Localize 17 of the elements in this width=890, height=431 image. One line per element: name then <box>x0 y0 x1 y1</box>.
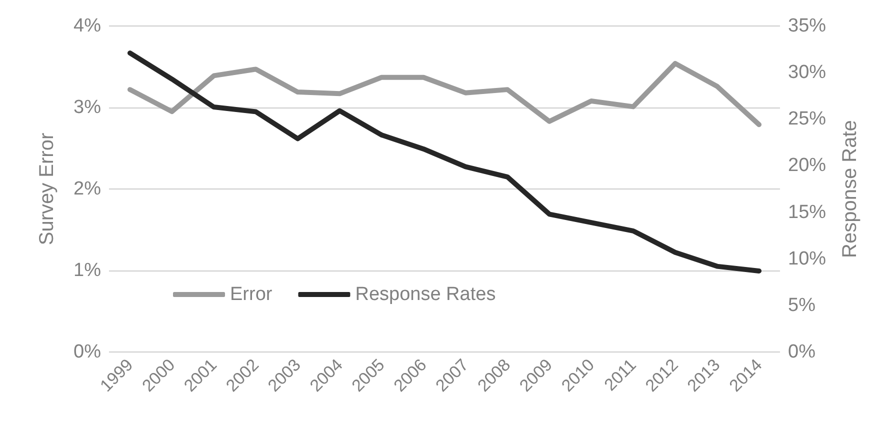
legend-label: Response Rates <box>355 284 496 305</box>
y2-tick-label: 0% <box>788 342 816 362</box>
y-tick-label: 2% <box>74 178 102 200</box>
y2-tick-label: 20% <box>788 155 826 176</box>
y2-tick-label: 25% <box>788 108 826 130</box>
y2-tick-label: 5% <box>788 294 816 316</box>
y-axis-title: Survey Error <box>36 132 58 246</box>
y2-tick-label: 10% <box>788 248 826 270</box>
y2-tick-label: 35% <box>788 16 826 36</box>
y2-axis-title: Response Rate <box>839 120 861 258</box>
y-tick-label: 4% <box>74 16 102 36</box>
y-tick-label: 3% <box>74 97 102 118</box>
y-tick-label: 0% <box>74 342 102 362</box>
y2-tick-label: 15% <box>788 202 826 223</box>
y-tick-label: 1% <box>74 260 102 281</box>
y2-tick-label: 30% <box>788 62 826 84</box>
legend-label: Error <box>230 284 273 305</box>
